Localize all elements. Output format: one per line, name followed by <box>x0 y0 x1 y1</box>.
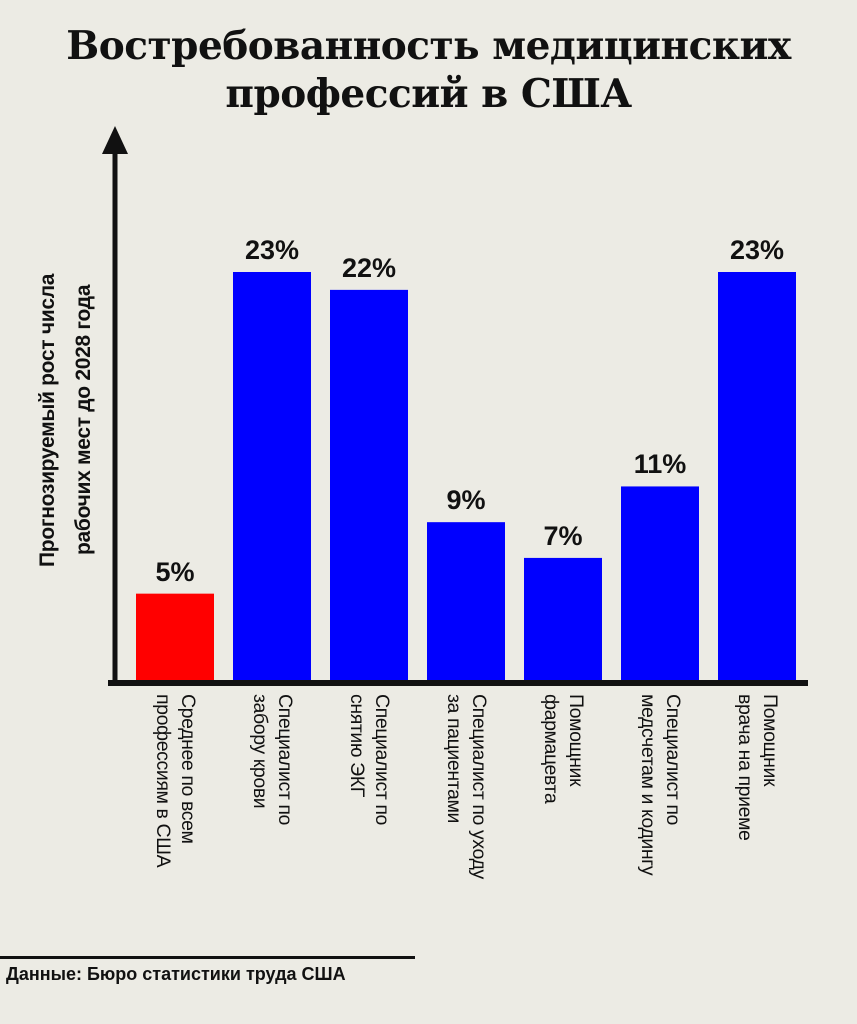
bar <box>330 289 408 683</box>
bar <box>233 272 311 683</box>
category-label: Среднее по всем профессиям в США <box>150 694 200 867</box>
category-label: Помощник фармацевта <box>538 694 588 803</box>
category-label: Специалист по медсчетам и кодингу <box>635 694 685 875</box>
value-label: 23% <box>729 235 785 265</box>
value-label: 5% <box>155 556 195 587</box>
bar <box>524 557 602 683</box>
category-label-line: Специалист по <box>371 694 393 825</box>
value-label: 11% <box>633 449 687 480</box>
category-label: Специалист по снятию ЭКГ <box>344 694 394 825</box>
category-label-line: фармацевта <box>540 694 562 804</box>
category-label-line: Среднее по всем <box>177 694 199 844</box>
y-label-line-2: рабочих мест до 2028 года <box>72 284 95 556</box>
title-line-2: профессий в США <box>225 71 632 117</box>
source-divider <box>0 956 415 959</box>
category-label-line: медсчетам и кодингу <box>637 694 659 876</box>
category-label-line: за пациентами <box>443 694 465 823</box>
category-label-line: Помощник <box>565 694 587 787</box>
y-axis-label: Прогнозируемый рост числа рабочих мест д… <box>30 190 102 650</box>
y-axis-arrow-icon <box>102 126 128 154</box>
bar <box>621 486 699 683</box>
category-label-line: Помощник <box>759 694 781 787</box>
category-label-line: забору крови <box>249 694 271 809</box>
value-label: 9% <box>446 485 486 516</box>
bar <box>718 272 796 683</box>
category-label-line: Специалист по <box>662 694 684 825</box>
source-note: Данные: Бюро статистики труда США <box>6 964 346 984</box>
category-label-line: Специалист по уходу <box>468 694 490 879</box>
category-label-line: врача на приеме <box>734 694 756 841</box>
category-label-line: снятию ЭКГ <box>346 694 368 797</box>
value-label: 7% <box>543 520 583 551</box>
category-label-line: профессиям в США <box>152 694 174 868</box>
category-label: Помощник врача на приеме <box>732 694 782 840</box>
title-line-1: Востребованность медицинских <box>66 23 791 69</box>
bar <box>136 593 214 683</box>
value-label: 23% <box>244 235 300 265</box>
value-label: 22% <box>341 252 397 283</box>
category-label-line: Специалист по <box>274 694 296 825</box>
bar <box>427 522 505 683</box>
y-label-line-1: Прогнозируемый рост числа <box>36 273 59 567</box>
chart-title: Востребованность медицинских профессий в… <box>0 22 857 118</box>
category-label: Специалист по забору крови <box>247 694 297 825</box>
category-label: Специалист по уходу за пациентами <box>441 694 491 879</box>
